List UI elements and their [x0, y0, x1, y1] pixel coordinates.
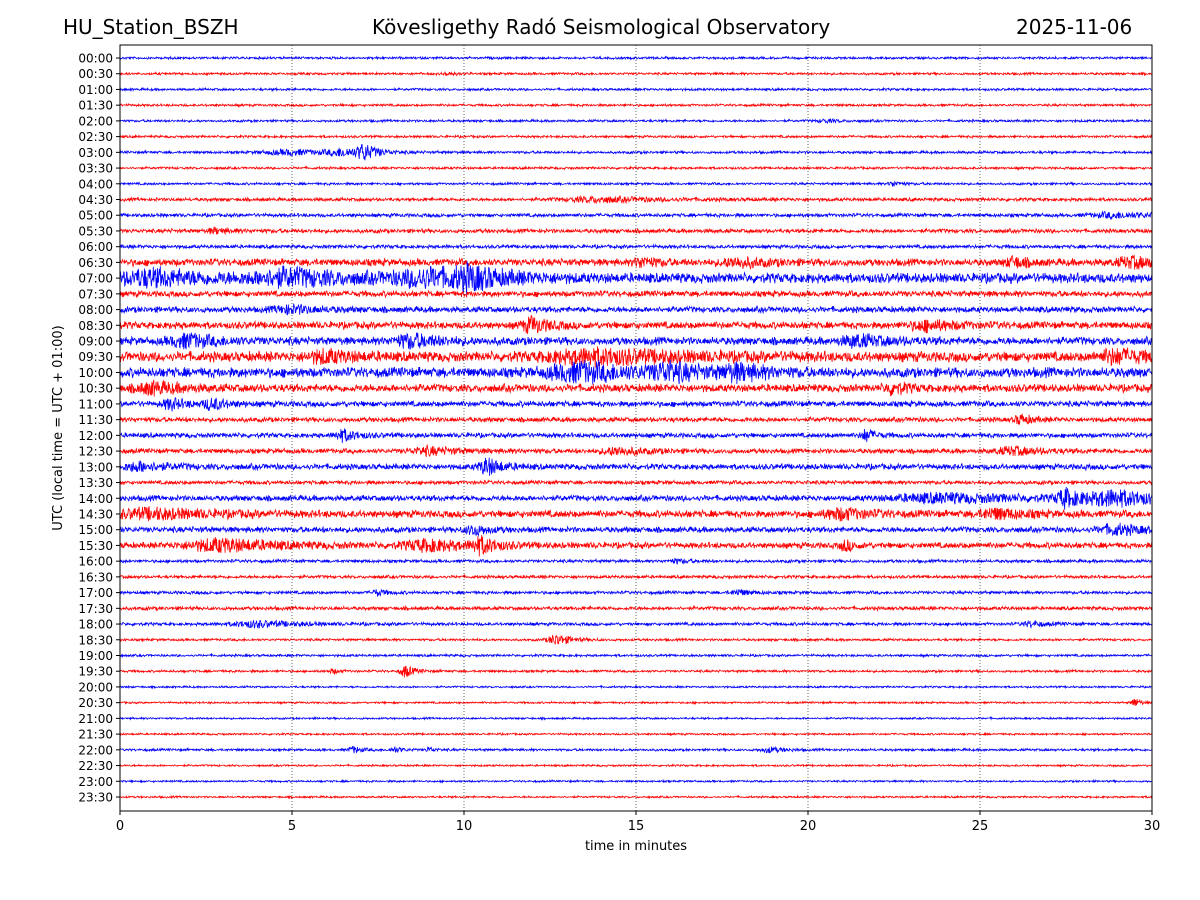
- y-tick-label: 12:30: [78, 445, 113, 459]
- trace-0300: [119, 144, 1153, 161]
- y-tick-label: 09:00: [78, 335, 113, 349]
- y-tick-label: 20:00: [78, 680, 113, 694]
- trace-2130: [119, 731, 1153, 737]
- trace-1330: [119, 478, 1153, 487]
- trace-1930: [119, 665, 1153, 678]
- trace-0400: [119, 180, 1153, 187]
- trace-1030: [119, 379, 1153, 397]
- y-tick-label: 21:30: [78, 728, 113, 742]
- y-tick-label: 01:30: [78, 99, 113, 113]
- trace-0900: [119, 331, 1153, 350]
- y-tick-label: 16:30: [78, 570, 113, 584]
- y-tick-label: 16:00: [78, 555, 113, 569]
- traces: [119, 55, 1153, 800]
- y-tick-label: 00:30: [78, 67, 113, 81]
- date-label: 2025-11-06: [1016, 15, 1133, 39]
- y-tick-label: 12:00: [78, 429, 113, 443]
- y-tick-label: 10:30: [78, 382, 113, 396]
- y-tick-label: 10:00: [78, 366, 113, 380]
- x-tick-label: 5: [288, 819, 296, 834]
- y-tick-label: 11:00: [78, 397, 113, 411]
- y-tick-label: 17:30: [78, 602, 113, 616]
- y-tick-label: 03:30: [78, 162, 113, 176]
- trace-0030: [119, 70, 1153, 77]
- trace-0930: [119, 346, 1153, 368]
- y-tick-label: 15:00: [78, 523, 113, 537]
- y-tick-label: 04:30: [78, 193, 113, 207]
- trace-2200: [119, 745, 1153, 754]
- y-tick-label: 13:00: [78, 460, 113, 474]
- x-tick-label: 15: [628, 819, 645, 834]
- trace-1530: [119, 534, 1153, 557]
- y-tick-label: 20:30: [78, 696, 113, 710]
- y-tick-label: 13:30: [78, 476, 113, 490]
- y-tick-label: 14:00: [78, 492, 113, 506]
- y-tick-label: 07:00: [78, 272, 113, 286]
- plot-frame: [119, 44, 1153, 812]
- trace-1300: [119, 457, 1153, 476]
- y-tick-label: 06:00: [78, 240, 113, 254]
- y-tick-label: 22:00: [78, 743, 113, 757]
- y-tick-label: 21:00: [78, 712, 113, 726]
- y-tick-label: 06:30: [78, 256, 113, 270]
- y-tick-label: 22:30: [78, 759, 113, 773]
- y-tick-label: 23:30: [78, 791, 113, 805]
- x-tick-label: 25: [972, 819, 989, 834]
- y-tick-label: 14:30: [78, 507, 113, 521]
- station-name: HU_Station_BSZH: [63, 15, 239, 39]
- x-axis-label: time in minutes: [585, 839, 687, 854]
- x-tick-label: 0: [116, 819, 124, 834]
- y-tick-label: 08:30: [78, 319, 113, 333]
- trace-1500: [119, 522, 1153, 537]
- trace-1230: [119, 443, 1153, 457]
- trace-0430: [119, 194, 1153, 205]
- trace-0830: [119, 314, 1153, 335]
- observatory-title: Kövesligethy Radó Seismological Observat…: [372, 15, 831, 39]
- y-tick-label: 23:00: [78, 775, 113, 789]
- x-tick-label: 30: [1144, 819, 1161, 834]
- y-tick-label: 01:00: [78, 83, 113, 97]
- y-tick-label: 11:30: [78, 413, 113, 427]
- y-tick-label: 05:30: [78, 224, 113, 238]
- y-tick-label: 07:30: [78, 287, 113, 301]
- gridlines: [291, 45, 981, 811]
- y-tick-label: 18:00: [78, 618, 113, 632]
- y-tick-label: 09:30: [78, 350, 113, 364]
- y-tick-label: 02:00: [78, 114, 113, 128]
- y-tick-label: 03:00: [78, 146, 113, 160]
- trace-0730: [119, 289, 1153, 299]
- x-tick-label: 10: [456, 819, 473, 834]
- y-tick-label: 00:00: [78, 52, 113, 66]
- y-tick-label: 15:30: [78, 539, 113, 553]
- x-ticks: 0 5 10 15 20 25 30: [116, 811, 1160, 834]
- y-tick-label: 02:30: [78, 130, 113, 144]
- trace-1430: [119, 506, 1153, 522]
- y-axis-label: UTC (local time = UTC + 01:00): [51, 325, 66, 530]
- trace-0630: [119, 254, 1153, 271]
- y-tick-label: 04:00: [78, 177, 113, 191]
- y-tick-label: 19:30: [78, 665, 113, 679]
- y-tick-label: 08:00: [78, 303, 113, 317]
- trace-2330: [119, 794, 1153, 800]
- trace-0500: [119, 210, 1153, 221]
- x-tick-label: 20: [800, 819, 817, 834]
- trace-0700: [119, 261, 1153, 296]
- y-tick-label: 19:00: [78, 649, 113, 663]
- y-tick-label: 18:30: [78, 633, 113, 647]
- y-tick-label: 05:00: [78, 209, 113, 223]
- trace-1700: [119, 588, 1153, 597]
- trace-0100: [119, 86, 1153, 93]
- y-tick-label: 17:00: [78, 586, 113, 600]
